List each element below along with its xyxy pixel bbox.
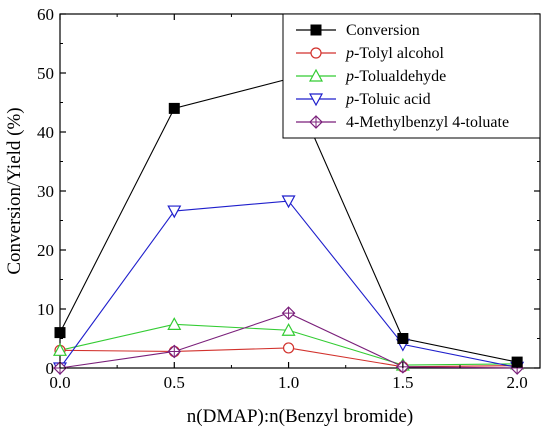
data-point xyxy=(397,333,409,344)
x-tick-label: 1.0 xyxy=(278,373,299,392)
data-point xyxy=(54,327,66,339)
legend: Conversion p-Tolyl alcohol p-Tolualdehyde p… xyxy=(282,13,541,139)
legend-swatch-marker xyxy=(310,47,322,59)
data-point xyxy=(167,205,182,219)
legend-label: p-Tolualdehyde xyxy=(345,68,446,85)
legend-entry: p-Tolualdehyde xyxy=(296,68,446,85)
data-point xyxy=(281,306,296,320)
legend-label: Conversion xyxy=(346,22,420,39)
legend-entry: Conversion xyxy=(296,22,420,39)
legend-entry: p-Toluic acid xyxy=(296,91,431,108)
legend-entry: 4-Methylbenzyl 4-toluate xyxy=(296,114,509,131)
legend-swatch-marker xyxy=(308,68,324,82)
legend-entry: p-Tolyl alcohol xyxy=(296,45,445,62)
data-point xyxy=(167,317,182,330)
x-axis: 0.0 0.5 1.0 1.5 2.0 xyxy=(49,14,528,392)
y-tick-label: 20 xyxy=(37,241,54,260)
x-tick-label: 0.5 xyxy=(164,373,185,392)
y-tick-label: 40 xyxy=(37,123,54,142)
data-point xyxy=(52,343,68,356)
legend-swatch-marker xyxy=(309,115,323,129)
legend-swatch-marker xyxy=(308,93,324,107)
x-tick-label: 0.0 xyxy=(49,373,70,392)
y-tick-label: 30 xyxy=(37,182,54,201)
data-point xyxy=(168,102,180,114)
y-axis-title: Conversion/Yield (%) xyxy=(4,107,25,274)
data-point xyxy=(281,195,296,209)
x-tick-label: 2.0 xyxy=(507,373,528,392)
legend-label: p-Toluic acid xyxy=(345,91,431,108)
legend-label: 4-Methylbenzyl 4-toluate xyxy=(346,114,509,131)
y-axis: 0 10 20 30 40 50 60 xyxy=(37,5,540,378)
y-tick-label: 10 xyxy=(37,300,54,319)
legend-label: p-Tolyl alcohol xyxy=(345,45,445,62)
data-point xyxy=(282,342,295,354)
data-point xyxy=(167,344,182,359)
y-tick-label: 0 xyxy=(46,359,55,378)
x-tick-label: 1.5 xyxy=(392,373,413,392)
y-tick-label: 60 xyxy=(37,5,54,24)
data-point xyxy=(281,322,296,336)
x-axis-title: n(DMAP):n(Benzyl bromide) xyxy=(187,406,413,427)
legend-swatch-marker xyxy=(310,24,322,36)
y-tick-label: 50 xyxy=(37,64,54,83)
